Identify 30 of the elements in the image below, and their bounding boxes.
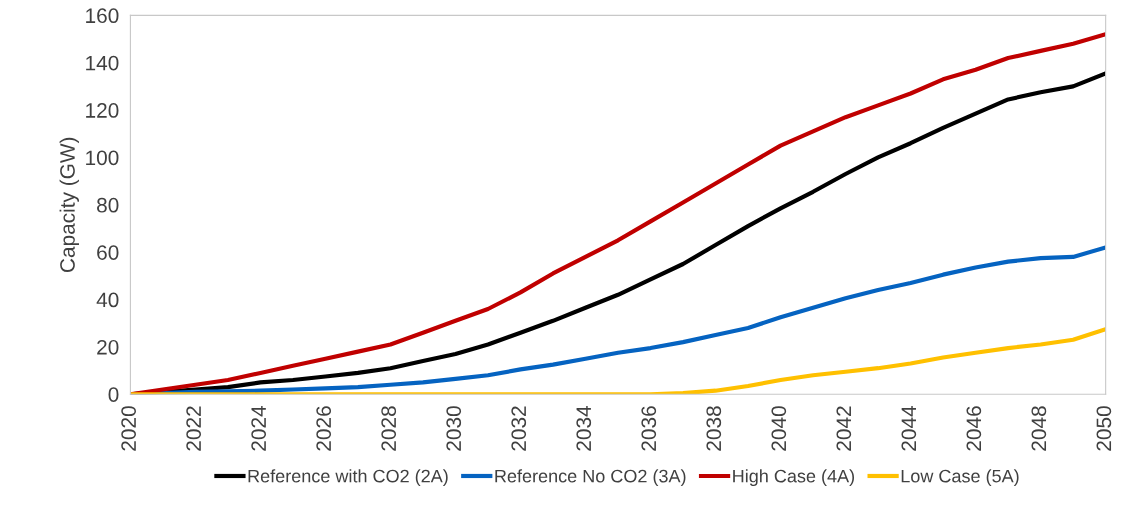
- x-tick-label: 2026: [316, 406, 332, 451]
- x-tick-label: 2048: [1031, 406, 1047, 451]
- x-tick-label: 2022: [186, 406, 202, 451]
- y-tick-label: 140: [86, 55, 119, 71]
- y-tick-label: 160: [86, 8, 119, 24]
- x-tick-label: 2028: [381, 406, 397, 451]
- y-tick-label: 100: [86, 150, 119, 166]
- x-tick-label: 2034: [576, 405, 592, 451]
- x-tick-label: 2044: [901, 405, 917, 451]
- x-tick-label: 2050: [1096, 406, 1112, 451]
- x-tick-label: 2020: [121, 406, 136, 451]
- x-tick-label: 2032: [511, 406, 527, 451]
- y-axis-title: Capacity (GW): [59, 137, 79, 273]
- y-tick-label: 80: [97, 197, 119, 213]
- legend-label: High Case (4A): [733, 469, 855, 487]
- y-tick-label: 20: [97, 339, 119, 355]
- x-tick-label: 2036: [641, 406, 657, 451]
- legend-label: Reference with CO2 (2A): [248, 469, 448, 487]
- y-tick-label: 60: [97, 245, 119, 260]
- y-tick-label: 40: [96, 292, 119, 308]
- y-tick-label: 0: [108, 387, 119, 402]
- legend-label: Low Case (5A): [901, 469, 1019, 487]
- x-tick-label: 2024: [251, 405, 267, 451]
- x-tick-label: 2046: [966, 406, 982, 451]
- legend-label: Reference No CO2 (3A): [495, 469, 686, 487]
- x-tick-label: 2040: [771, 406, 787, 451]
- x-tick-label: 2038: [706, 406, 722, 451]
- x-tick-label: 2030: [446, 406, 462, 451]
- y-tick-label: 120: [86, 103, 119, 118]
- x-tick-label: 2042: [836, 406, 852, 451]
